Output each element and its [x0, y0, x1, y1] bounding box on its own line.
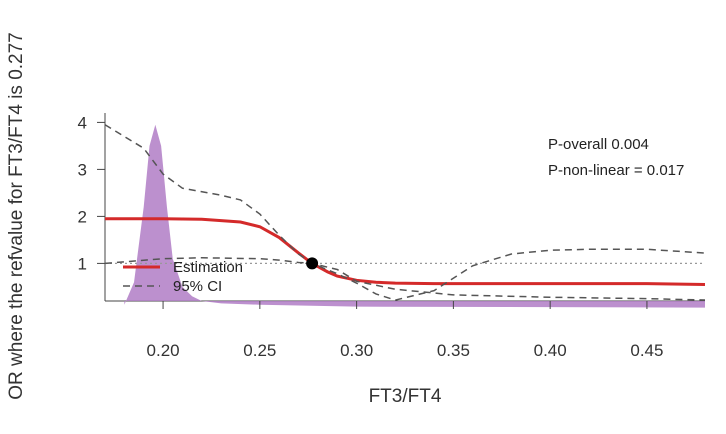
- y-tick-label-0: 1: [78, 254, 87, 273]
- y-tick-label-1: 2: [78, 207, 87, 226]
- series-line-0: [105, 217, 706, 287]
- x-tick-label-5: 0.45: [630, 341, 663, 360]
- series-line-1: [104, 124, 706, 301]
- density-area: [124, 124, 705, 308]
- x-tick-label-2: 0.30: [340, 341, 373, 360]
- x-tick-label-4: 0.40: [534, 341, 567, 360]
- series-line-2: [104, 257, 706, 301]
- x-tick-label-1: 0.25: [243, 341, 276, 360]
- annotation-p-overall: P-overall 0.004: [548, 136, 649, 153]
- y-axis-title: OR where the refvalue for FT3/FT4 is 0.2…: [6, 32, 27, 400]
- x-axis-title: FT3/FT4: [369, 386, 442, 407]
- y-tick-label-2: 3: [78, 160, 87, 179]
- annotation-p-nonlinear: P-non-linear = 0.017: [548, 162, 684, 179]
- legend-label-estimation: Estimation: [173, 259, 243, 276]
- x-tick-label-0: 0.20: [147, 341, 180, 360]
- x-tick-label-3: 0.35: [437, 341, 470, 360]
- legend: Estimation 95% CI: [123, 259, 243, 295]
- y-tick-label-3: 4: [78, 113, 87, 132]
- reference-point: [306, 257, 319, 270]
- legend-label-ci: 95% CI: [173, 278, 222, 295]
